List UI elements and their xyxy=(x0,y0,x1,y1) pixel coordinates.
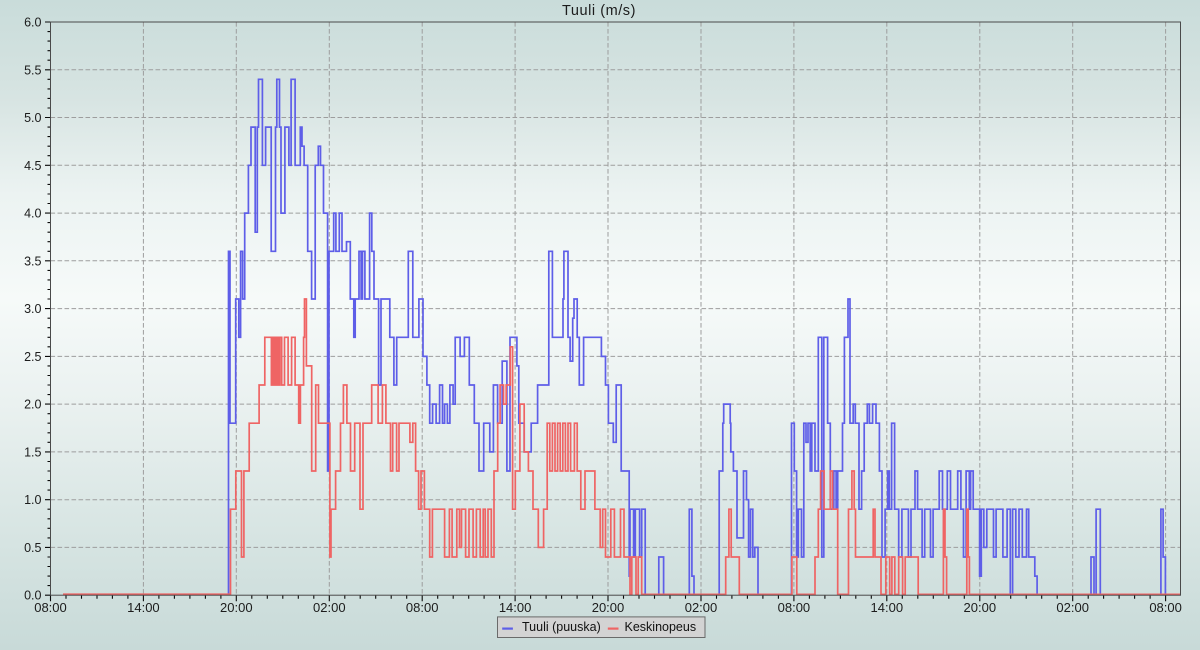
svg-text:08:00: 08:00 xyxy=(778,600,811,615)
svg-text:Tuuli (puuska): Tuuli (puuska) xyxy=(522,620,601,634)
svg-text:2.5: 2.5 xyxy=(24,350,41,364)
svg-text:3.5: 3.5 xyxy=(24,254,41,268)
svg-text:20:00: 20:00 xyxy=(592,600,625,615)
svg-text:1.5: 1.5 xyxy=(24,445,41,459)
svg-text:14:00: 14:00 xyxy=(127,600,160,615)
svg-text:1.0: 1.0 xyxy=(24,493,41,507)
svg-text:Keskinopeus: Keskinopeus xyxy=(625,620,697,634)
svg-text:4.0: 4.0 xyxy=(24,207,41,221)
svg-text:2.0: 2.0 xyxy=(24,398,41,412)
svg-text:0.5: 0.5 xyxy=(24,541,41,555)
svg-text:5.5: 5.5 xyxy=(24,63,41,77)
svg-text:08:00: 08:00 xyxy=(34,600,67,615)
svg-text:Tuuli (m/s): Tuuli (m/s) xyxy=(562,3,636,19)
svg-text:02:00: 02:00 xyxy=(313,600,346,615)
svg-text:14:00: 14:00 xyxy=(871,600,904,615)
svg-text:4.5: 4.5 xyxy=(24,159,41,173)
svg-text:08:00: 08:00 xyxy=(406,600,439,615)
svg-text:08:00: 08:00 xyxy=(1149,600,1182,615)
svg-text:02:00: 02:00 xyxy=(685,600,718,615)
svg-text:02:00: 02:00 xyxy=(1056,600,1089,615)
svg-text:3.0: 3.0 xyxy=(24,302,41,316)
svg-text:0.0: 0.0 xyxy=(24,589,41,603)
svg-text:20:00: 20:00 xyxy=(964,600,997,615)
svg-text:14:00: 14:00 xyxy=(499,600,532,615)
svg-text:5.0: 5.0 xyxy=(24,111,41,125)
svg-text:20:00: 20:00 xyxy=(220,600,253,615)
svg-text:6.0: 6.0 xyxy=(24,16,41,30)
